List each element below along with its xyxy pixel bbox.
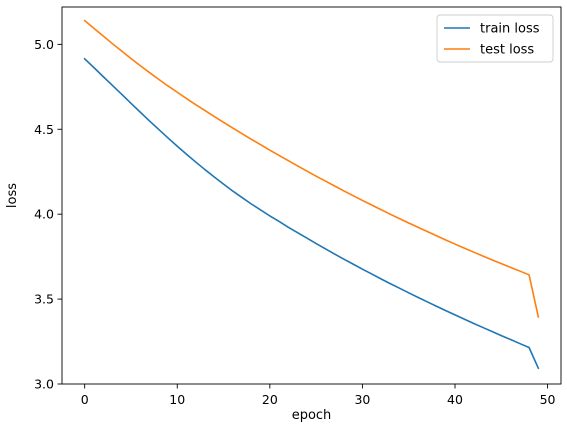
legend: train loss test loss xyxy=(436,14,554,63)
series-line-0 xyxy=(83,57,540,370)
x-axis-label: epoch xyxy=(292,408,332,423)
x-tick-label: 0 xyxy=(81,392,89,407)
y-tick-label: 4.0 xyxy=(34,207,54,222)
x-tick-label: 40 xyxy=(447,392,463,407)
legend-label-1: test loss xyxy=(480,43,534,58)
y-tick-label: 5.0 xyxy=(34,37,54,52)
legend-box xyxy=(436,14,554,63)
plot-border xyxy=(61,6,562,385)
legend-label-0: train loss xyxy=(480,22,540,37)
y-tick-label: 4.5 xyxy=(34,122,54,137)
plot-frame xyxy=(61,6,562,385)
x-axis: 0 10 20 30 40 50 xyxy=(81,384,556,407)
x-tick-label: 30 xyxy=(354,392,370,407)
x-tick-label: 50 xyxy=(540,392,556,407)
x-tick-label: 20 xyxy=(262,392,278,407)
series-layer xyxy=(83,19,540,370)
x-tick-label: 10 xyxy=(169,392,185,407)
series-line-1 xyxy=(83,19,540,318)
y-axis: 3.0 3.5 4.0 4.5 5.0 xyxy=(34,37,62,392)
y-tick-label: 3.0 xyxy=(34,377,54,392)
y-axis-label: loss xyxy=(5,183,20,208)
y-tick-label: 3.5 xyxy=(34,292,54,307)
